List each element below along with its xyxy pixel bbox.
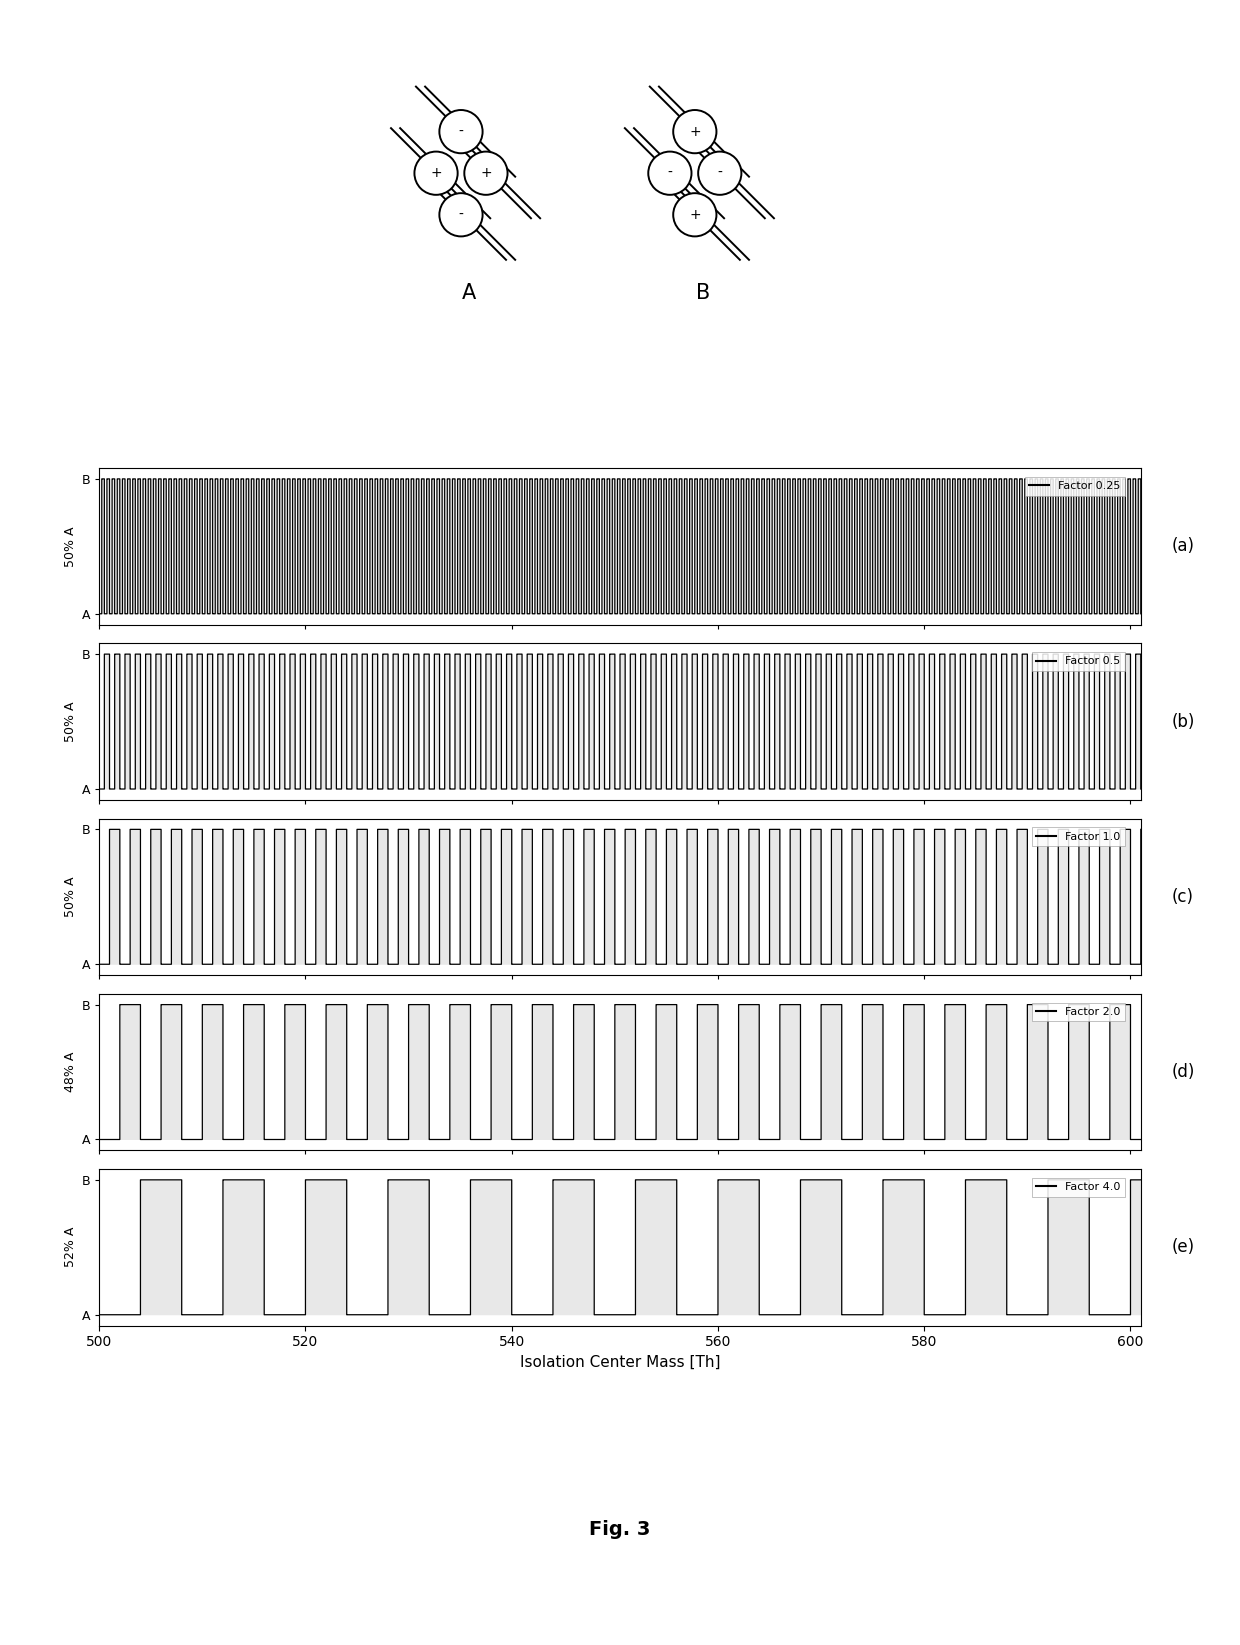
Circle shape <box>649 151 692 194</box>
Text: Fig. 3: Fig. 3 <box>589 1520 651 1540</box>
Y-axis label: 50% A: 50% A <box>64 526 77 566</box>
X-axis label: Isolation Center Mass [Th]: Isolation Center Mass [Th] <box>520 1355 720 1370</box>
Text: -: - <box>667 166 672 181</box>
Legend: Factor 0.5: Factor 0.5 <box>1032 651 1125 671</box>
Text: B: B <box>696 283 711 303</box>
Circle shape <box>673 192 717 237</box>
Y-axis label: 50% A: 50% A <box>64 877 77 916</box>
Circle shape <box>439 110 482 153</box>
Text: (d): (d) <box>1172 1063 1195 1081</box>
Legend: Factor 2.0: Factor 2.0 <box>1032 1002 1125 1022</box>
Y-axis label: 48% A: 48% A <box>64 1051 77 1092</box>
Text: +: + <box>689 125 701 138</box>
Text: (e): (e) <box>1172 1239 1195 1257</box>
Circle shape <box>464 151 507 194</box>
Text: -: - <box>717 166 722 181</box>
Circle shape <box>673 110 717 153</box>
Text: -: - <box>459 207 464 222</box>
Legend: Factor 0.25: Factor 0.25 <box>1024 477 1125 495</box>
Text: -: - <box>459 125 464 138</box>
Text: (c): (c) <box>1172 888 1194 906</box>
Legend: Factor 1.0: Factor 1.0 <box>1032 827 1125 846</box>
Text: A: A <box>463 283 476 303</box>
Legend: Factor 4.0: Factor 4.0 <box>1032 1178 1125 1196</box>
Text: (b): (b) <box>1172 712 1195 730</box>
Text: +: + <box>430 166 441 181</box>
Text: +: + <box>480 166 492 181</box>
Text: +: + <box>689 207 701 222</box>
Y-axis label: 52% A: 52% A <box>64 1227 77 1268</box>
Circle shape <box>439 192 482 237</box>
Y-axis label: 50% A: 50% A <box>64 701 77 742</box>
Text: (a): (a) <box>1172 538 1195 556</box>
Circle shape <box>698 151 742 194</box>
Circle shape <box>414 151 458 194</box>
